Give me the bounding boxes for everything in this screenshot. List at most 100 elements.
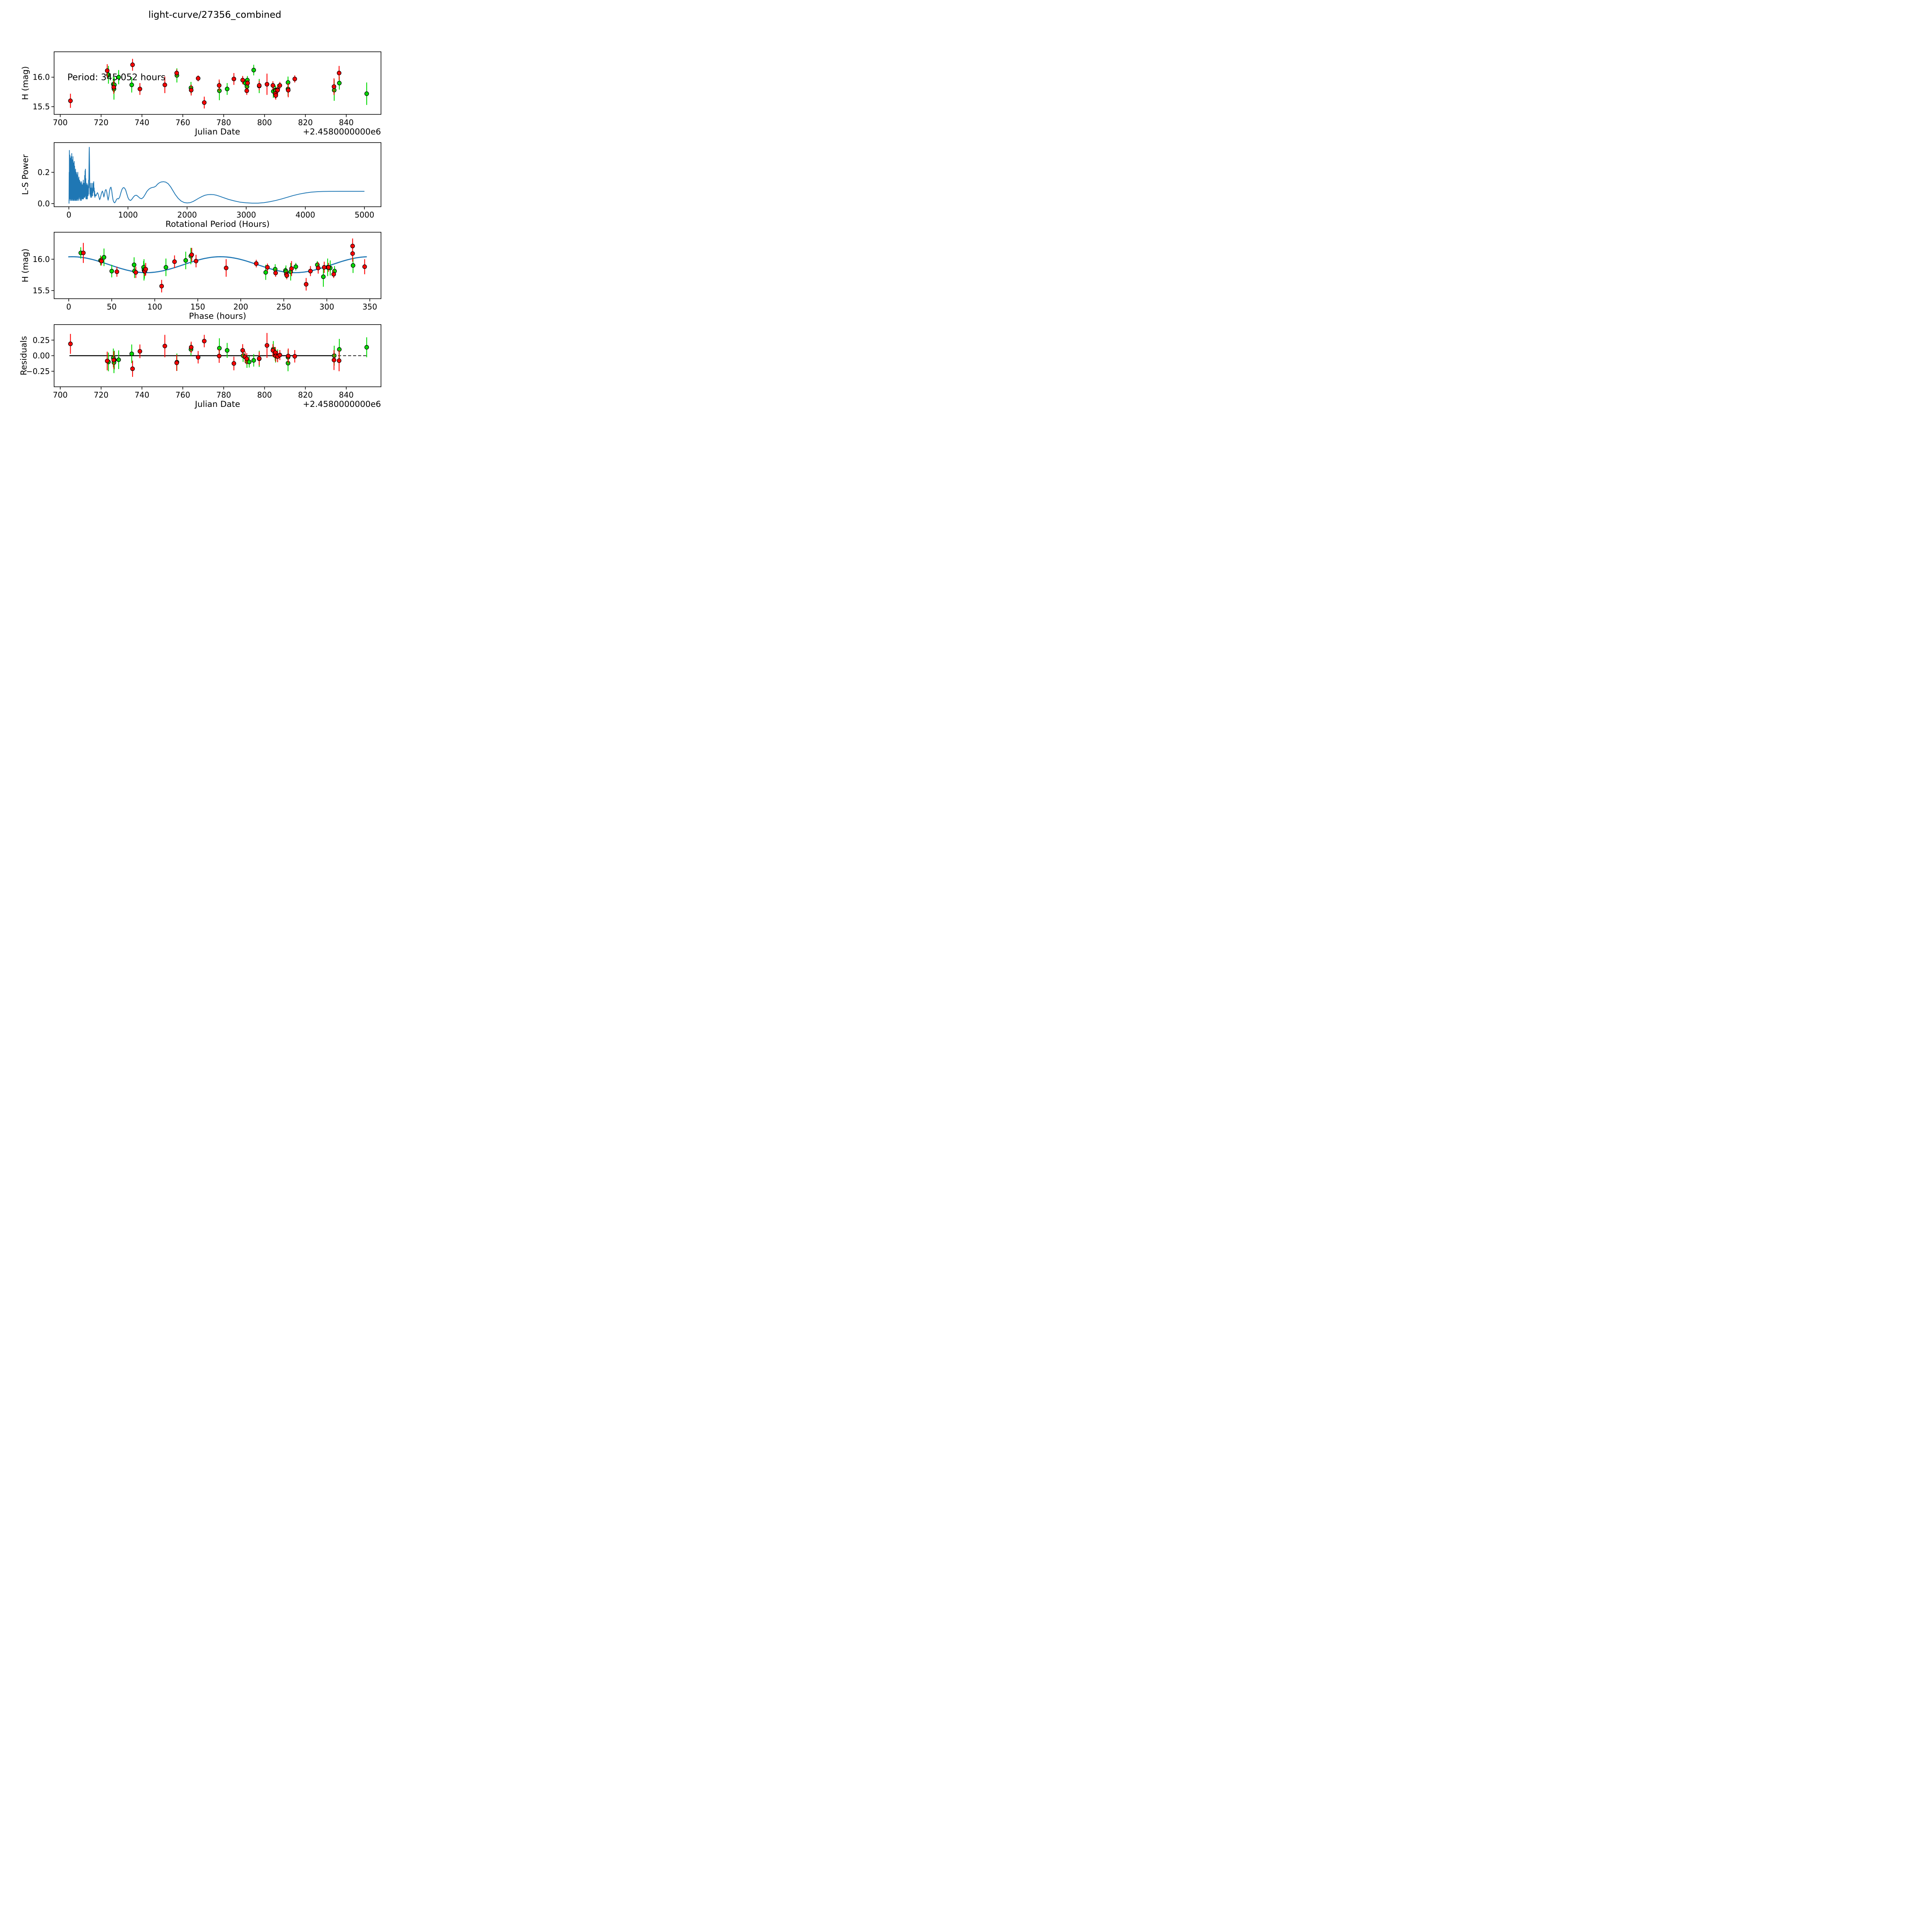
data-point-marker — [273, 270, 278, 276]
panel-phase: 0 50 100 150 200 250 300 350 16.0 15.5 Phase (hour… — [21, 232, 381, 321]
x-tick-label: 0 — [66, 210, 71, 219]
x-tick-label: 250 — [276, 302, 291, 311]
data-point-marker — [337, 81, 342, 85]
data-point-marker — [132, 262, 136, 267]
data-point-marker — [322, 265, 327, 270]
data-point-marker — [174, 361, 179, 365]
data-point-marker — [129, 82, 134, 87]
data-point-marker — [293, 354, 297, 359]
series-red-obs — [68, 59, 342, 109]
data-point-marker — [217, 354, 222, 359]
x-tick-label: 150 — [190, 302, 205, 311]
data-point-marker — [189, 252, 194, 257]
data-point-marker — [304, 282, 309, 287]
x-axis-label: Julian Date — [194, 400, 240, 409]
data-point-marker — [257, 356, 262, 361]
x-tick-label: 840 — [339, 118, 354, 127]
x-tick-label: 50 — [107, 302, 116, 311]
periodogram-curve — [68, 147, 365, 204]
data-point-marker — [364, 91, 369, 96]
data-point-marker — [81, 250, 86, 255]
x-tick-label: 5000 — [355, 210, 374, 219]
data-point-marker — [130, 366, 135, 371]
series-red-res — [68, 333, 342, 377]
data-point-marker — [162, 82, 167, 87]
data-point-marker — [225, 87, 230, 92]
data-point-marker — [321, 274, 326, 279]
data-point-marker — [162, 344, 167, 349]
data-point-marker — [277, 353, 282, 357]
x-axis-label: Rotational Period (Hours) — [165, 219, 270, 229]
data-point-marker — [196, 76, 201, 81]
axes-border — [54, 142, 381, 207]
x-tick-label: 1000 — [118, 210, 138, 219]
panel-periodogram: 0 1000 2000 3000 4000 5000 0.2 0.0 Rotational Pe… — [21, 142, 381, 229]
data-point-marker — [111, 85, 116, 90]
data-point-marker — [270, 83, 276, 88]
data-point-marker — [284, 273, 289, 278]
plot-canvas: Period: 345.052 hours 700 720 740 760 780 800 8… — [19, 51, 381, 409]
figure: light-curve/27356_combined Period: 345.0… — [0, 0, 417, 417]
data-point-marker — [251, 68, 256, 73]
x-tick-label: 820 — [298, 118, 313, 127]
y-tick-label: 0.0 — [37, 199, 50, 208]
data-point-marker — [265, 265, 270, 270]
series-green-obs — [78, 247, 355, 287]
data-point-marker — [257, 83, 262, 88]
y-tick-label: −0.25 — [26, 367, 50, 376]
x-tick-label: 720 — [94, 118, 109, 127]
x-tick-label: 740 — [134, 118, 149, 127]
data-point-marker — [251, 358, 256, 363]
x-tick-label: 780 — [216, 390, 231, 400]
x-tick-label: 100 — [147, 302, 162, 311]
y-axis-label: L-S Power — [21, 154, 31, 195]
x-tick-label: 720 — [94, 390, 109, 400]
data-point-marker — [247, 359, 252, 364]
data-point-marker — [194, 259, 199, 264]
data-point-marker — [265, 343, 269, 348]
x-tick-label: 700 — [53, 390, 68, 400]
data-point-marker — [286, 88, 291, 93]
data-point-marker — [225, 348, 230, 353]
data-point-marker — [99, 259, 104, 264]
data-point-marker — [332, 357, 337, 362]
y-tick-label: 0.00 — [32, 351, 50, 361]
series-green-res — [106, 337, 369, 373]
y-tick-label: 15.5 — [32, 102, 50, 111]
series-ls-power — [68, 147, 365, 204]
y-tick-label: 0.2 — [37, 168, 50, 177]
data-point-marker — [254, 261, 259, 266]
series-green-obs — [106, 65, 369, 105]
x-axis-offset-label: +2.4580000000e6 — [303, 400, 381, 409]
data-point-marker — [263, 270, 268, 275]
data-point-marker — [111, 357, 116, 362]
series-red-obs — [81, 238, 367, 293]
x-tick-label: 760 — [175, 390, 190, 400]
x-tick-label: 2000 — [177, 210, 197, 219]
data-point-marker — [217, 83, 222, 88]
data-point-marker — [316, 265, 321, 270]
data-point-marker — [350, 251, 355, 256]
data-point-marker — [275, 88, 280, 93]
data-point-marker — [183, 258, 188, 263]
data-point-marker — [105, 359, 110, 364]
x-tick-label: 760 — [175, 118, 190, 127]
x-tick-label: 780 — [216, 118, 231, 127]
data-point-marker — [202, 338, 207, 344]
data-point-marker — [332, 84, 337, 89]
data-point-marker — [265, 82, 269, 87]
y-axis-label: H (mag) — [21, 66, 31, 100]
data-point-marker — [293, 77, 297, 82]
data-point-marker — [129, 351, 134, 356]
data-point-marker — [277, 83, 282, 88]
x-tick-label: 740 — [134, 390, 149, 400]
x-tick-label: 840 — [339, 390, 354, 400]
y-tick-label: 16.0 — [32, 73, 50, 82]
x-tick-label: 800 — [257, 390, 272, 400]
data-point-marker — [143, 267, 148, 272]
data-point-marker — [116, 357, 121, 362]
data-point-marker — [231, 361, 236, 366]
data-point-marker — [202, 100, 207, 105]
data-point-marker — [293, 264, 298, 269]
x-axis-label: Phase (hours) — [189, 311, 246, 321]
